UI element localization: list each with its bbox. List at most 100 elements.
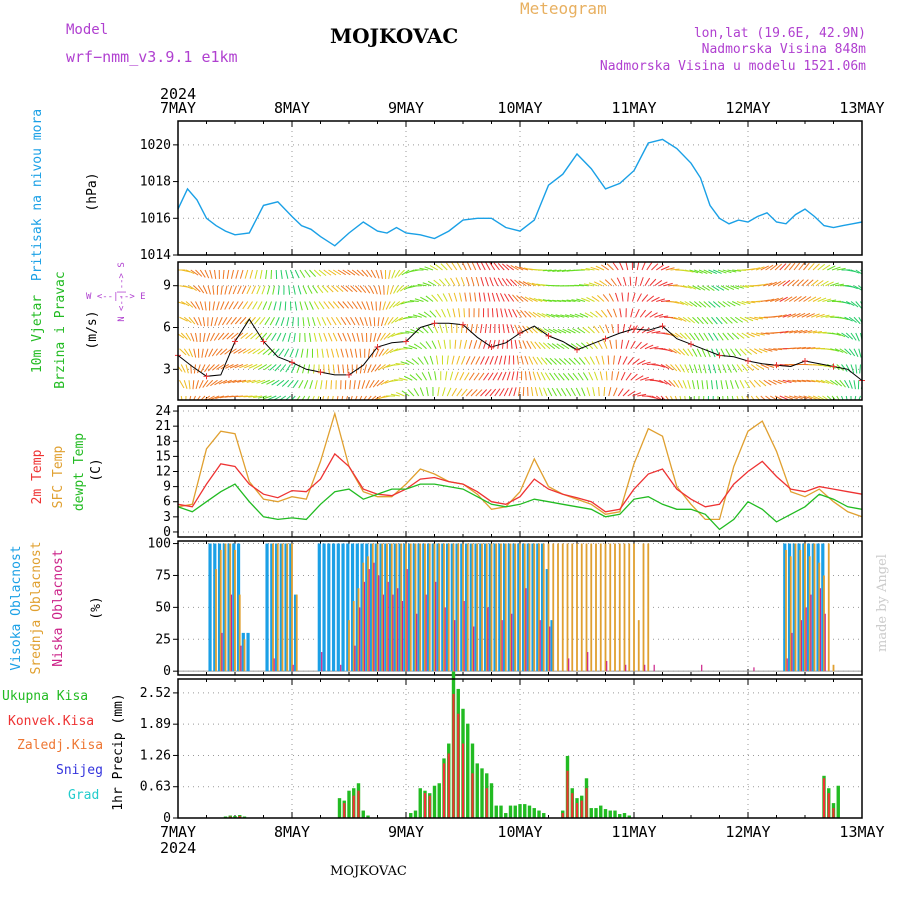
cloud-mid-bar: [504, 543, 507, 672]
wind-barb: [677, 380, 683, 389]
wind-barb: [536, 356, 543, 365]
wind-barb: [593, 371, 598, 381]
wind-barb: [455, 277, 461, 286]
wind-barb: [321, 285, 329, 293]
wind-barb: [427, 280, 437, 287]
wind-barb: [784, 395, 794, 400]
cloud-mid-bar: [799, 549, 802, 672]
wind-barb: [413, 343, 423, 350]
wind-barb: [419, 342, 427, 350]
wind-barb: [411, 358, 420, 365]
wind-barb: [687, 380, 691, 390]
cloud-mid-bar: [789, 556, 792, 672]
wind-barb: [793, 262, 800, 271]
precip-total-bar: [537, 810, 541, 818]
wind-barb: [651, 263, 659, 271]
wind-barb: [351, 301, 358, 310]
wind-barb: [630, 340, 636, 350]
wind-barb: [575, 387, 581, 397]
cloud-high-bar: [797, 543, 801, 672]
precip-ylabel: 1hr Precip (mm): [111, 693, 126, 810]
wind-barb: [451, 387, 457, 397]
wind-barb: [825, 315, 835, 318]
wind-barb: [274, 364, 282, 372]
wind-barb: [803, 296, 812, 302]
cloud-mid-bar: [557, 543, 559, 672]
wind-barb: [314, 380, 318, 390]
wind-barb: [335, 348, 340, 358]
precip-total-bar: [618, 814, 622, 818]
wind-barb: [543, 328, 552, 334]
wind-barb: [725, 285, 735, 291]
wind-barb: [777, 314, 787, 318]
wind-barb: [415, 373, 423, 381]
wind-barb: [335, 285, 344, 292]
cloud-mid-bar: [804, 543, 806, 672]
wind-barb: [405, 269, 415, 274]
wind-barb: [459, 339, 462, 349]
wind-barb: [605, 371, 608, 381]
wind-barb: [734, 380, 740, 389]
cloud-low-bar: [373, 562, 375, 672]
wind-barb: [468, 372, 475, 381]
wind-barb: [630, 308, 634, 318]
wind-barb: [294, 269, 300, 279]
wind-barb: [548, 328, 557, 334]
wind-barb: [684, 395, 686, 400]
wind-barb: [674, 332, 683, 339]
wind-barb: [318, 301, 325, 310]
wind-barb: [741, 301, 751, 305]
wind-barb: [245, 332, 253, 340]
wind-barb: [703, 301, 711, 308]
wind-barb: [287, 379, 294, 388]
wind-barb: [417, 357, 424, 365]
wind-barb: [395, 363, 405, 365]
cloud-high-bar: [821, 543, 825, 672]
wind-barb: [297, 285, 302, 295]
wind-barb: [502, 339, 504, 349]
wind-barb: [732, 269, 742, 272]
wind-barb: [437, 387, 440, 397]
wind-barb: [622, 324, 626, 334]
wind-barb: [822, 264, 831, 271]
wind-barb: [192, 380, 195, 390]
cloud-low-bar: [810, 594, 812, 672]
wind-barb: [349, 380, 351, 390]
wind-barb: [817, 331, 827, 334]
wind-barb: [542, 269, 552, 272]
wind-barb: [190, 269, 199, 276]
wind-barb: [581, 387, 586, 397]
wind-barb: [545, 357, 553, 365]
wind-barb: [361, 269, 369, 277]
pressure-ylabel: Pritisak na nivou mora: [30, 109, 45, 281]
wind-barb: [547, 387, 553, 397]
model-label: Model: [66, 22, 108, 38]
wind-barb: [557, 299, 567, 302]
wind-barb: [342, 269, 351, 276]
wind-barb: [722, 269, 732, 274]
wind-barb: [720, 380, 724, 390]
wind-barb: [253, 395, 263, 399]
panel-frame: [177, 405, 863, 538]
cloud-high-bar: [483, 543, 488, 672]
wind-barb: [242, 348, 252, 354]
cloud-high-bar: [806, 543, 811, 672]
wind-barb: [370, 364, 377, 373]
cloud-high-bar: [355, 543, 359, 672]
wind-barb: [391, 332, 400, 337]
wind-barb: [576, 298, 586, 302]
wind-barb: [387, 332, 396, 339]
wind-barb: [715, 316, 723, 325]
y-tick-label: 0.63: [140, 780, 171, 795]
cloud-mid-bar: [405, 543, 407, 672]
wind-barb: [183, 380, 188, 389]
cloud-high-bar: [317, 543, 321, 672]
wind-barb: [495, 292, 500, 302]
cloud-high-bar: [431, 543, 435, 672]
wind-barb: [591, 295, 600, 302]
precip-conv-bar: [827, 793, 830, 818]
wind-barb: [850, 301, 859, 308]
cloud-mid-bar: [362, 562, 365, 672]
cloud-low-bar: [454, 620, 456, 672]
wind-barb: [696, 380, 700, 390]
